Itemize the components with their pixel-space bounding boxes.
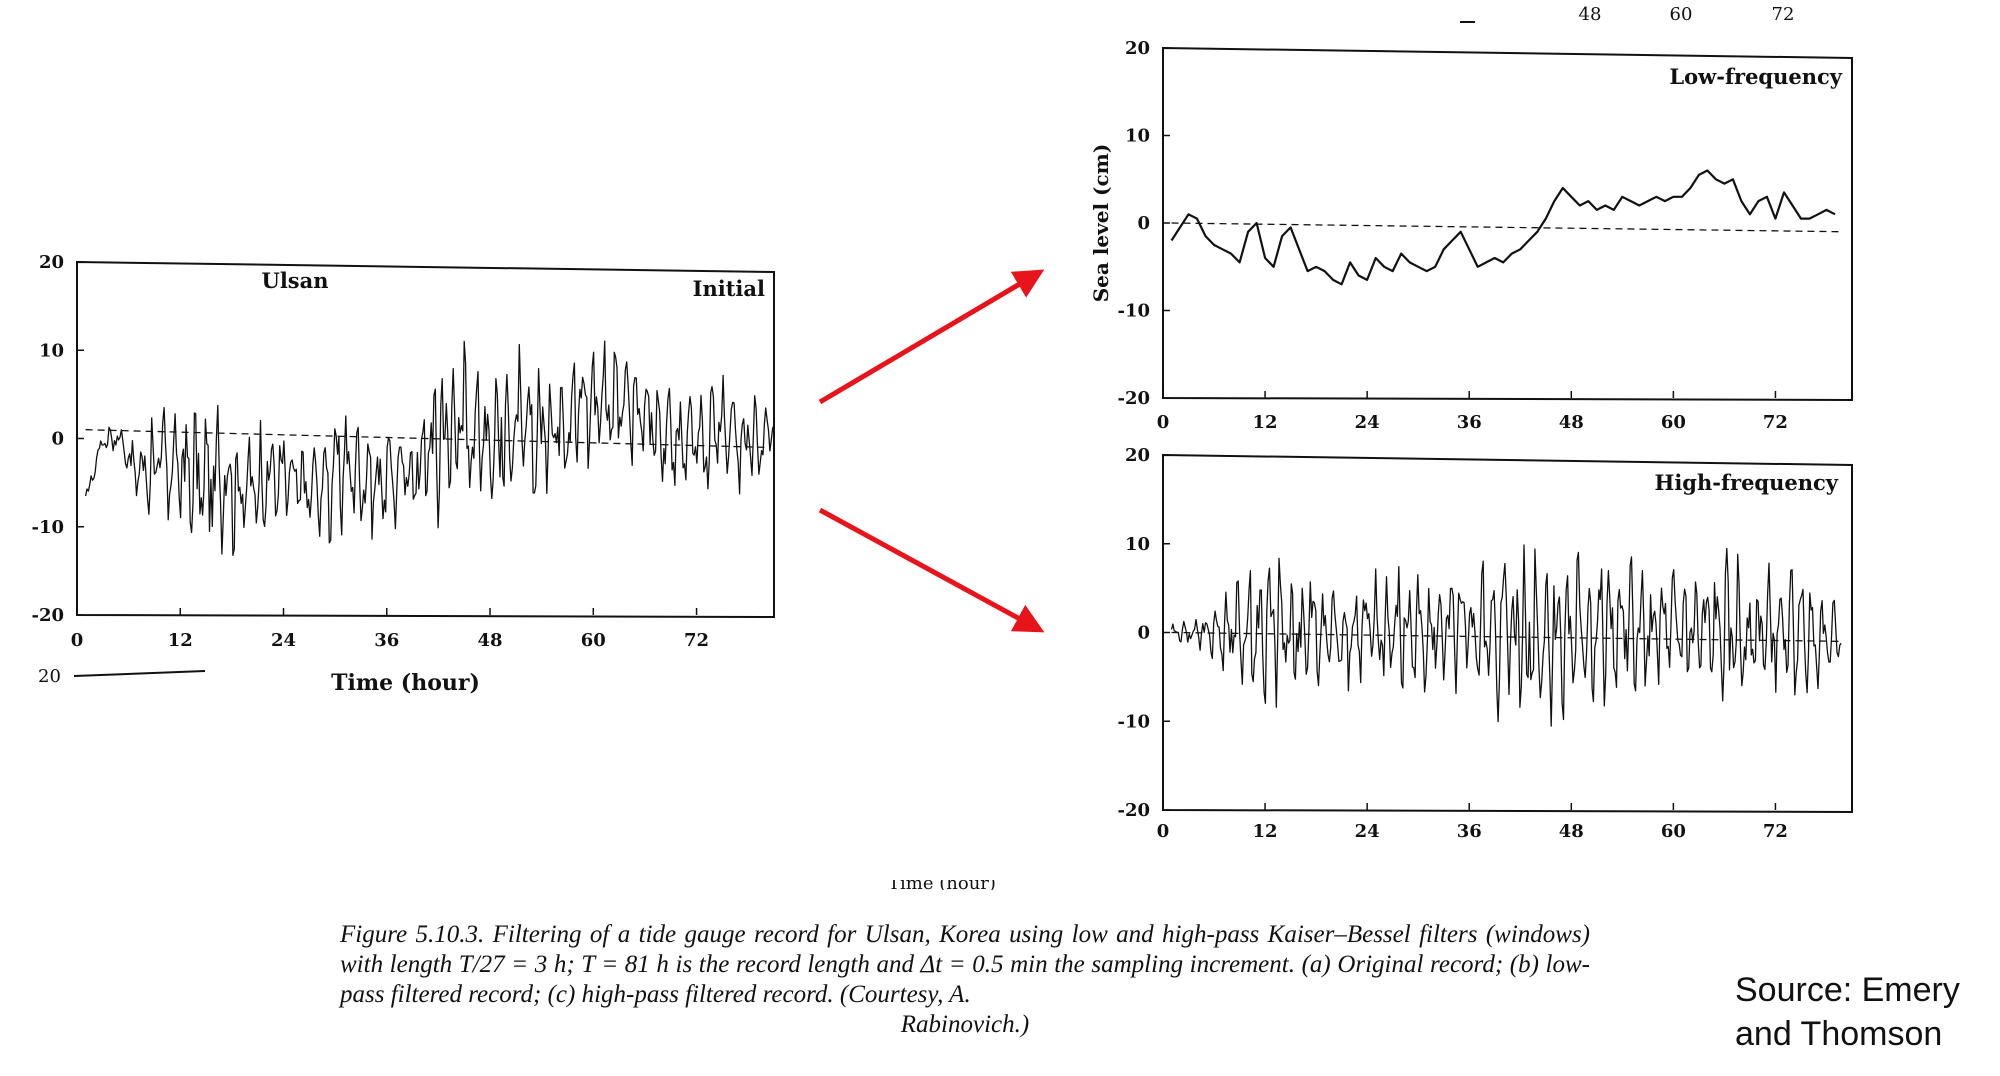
sea-level-series-line (1170, 169, 1836, 286)
x-tick-label: 48 (1559, 412, 1584, 433)
caption-last-line: Rabinovich.) (900, 1011, 1030, 1038)
arrow-to-high-frequency (818, 507, 1045, 633)
sea-level-series-line (1170, 544, 1842, 727)
y-tick-label: -10 (1117, 301, 1150, 322)
panel-label: Low-frequency (1669, 64, 1842, 89)
zero-reference-line (1171, 222, 1844, 233)
x-tick-label: 60 (1661, 821, 1686, 842)
x-tick-label: 0 (1157, 412, 1170, 433)
figure-caption: Figure 5.10.3. Filtering of a tide gauge… (340, 920, 1590, 1040)
panel-label: Ulsan (262, 268, 329, 293)
low-frequency-chart: 20 10 0 -10 -20 0 12 24 36 48 60 72 Low-frequency Sea… (1089, 38, 1853, 433)
x-tick-label: 36 (1457, 821, 1482, 842)
y-tick-label: 10 (1125, 534, 1150, 555)
sea-level-series-line (84, 340, 775, 557)
x-tick-label: 72 (684, 630, 709, 651)
source-line-2: and Thomson (1735, 1015, 1943, 1053)
x-tick-label: 12 (1253, 412, 1278, 433)
plot-frame (76, 260, 775, 619)
y-tick-label: 20 (1125, 445, 1150, 466)
x-tick-label: 60 (1661, 412, 1686, 433)
cut-xlabel: Time (hour) (888, 873, 996, 894)
y-tick-label: -10 (31, 517, 64, 538)
high-frequency-chart: 20 10 0 -10 -20 0 12 24 36 48 60 72 High-frequency (1117, 445, 1853, 842)
right-crop-fragment: Time (hour) (888, 873, 996, 894)
top-fragment-tick: 60 (1670, 4, 1693, 25)
y-tick-label: 0 (1137, 623, 1150, 644)
cut-tick-label: 20 (38, 666, 61, 687)
plot-frame (1162, 453, 1853, 814)
left-crop-fragment: 20 (38, 666, 206, 687)
x-tick-label: 60 (581, 630, 606, 651)
top-fragment-tick: 72 (1772, 4, 1795, 25)
y-axis-label: Sea level (cm) (1089, 144, 1113, 303)
y-tick-label: 10 (1125, 126, 1150, 147)
y-tick-label: 0 (1137, 213, 1150, 234)
x-tick-label: 36 (374, 630, 399, 651)
x-tick-label: 36 (1457, 412, 1482, 433)
x-tick-label: 12 (168, 630, 193, 651)
x-tick-label: 72 (1763, 412, 1788, 433)
y-tick-label: -20 (1117, 388, 1150, 409)
y-tick-label: 10 (39, 340, 64, 361)
panel-label: High-frequency (1654, 470, 1838, 495)
x-tick-label: 48 (478, 630, 503, 651)
x-tick-label: 0 (71, 630, 84, 651)
y-tick-label: -10 (1117, 711, 1150, 732)
original-record-chart: 20 10 0 -10 -20 0 12 24 36 48 60 72 Ulsan Initial Time… (31, 252, 775, 696)
source-line-1: Source: Emery (1735, 971, 1960, 1009)
zero-reference-line (85, 429, 766, 448)
plot-frame (1162, 46, 1853, 402)
x-tick-label: 24 (1355, 412, 1380, 433)
x-tick-label: 24 (1355, 821, 1380, 842)
panel-label: Initial (693, 276, 765, 301)
y-tick-label: -20 (31, 605, 64, 626)
arrow-to-low-frequency (818, 269, 1045, 405)
y-tick-label: -20 (1117, 800, 1150, 821)
x-tick-label: 48 (1559, 821, 1584, 842)
top-fragment-tick: 48 (1579, 4, 1602, 25)
x-tick-label: 12 (1253, 821, 1278, 842)
x-tick-label: 72 (1763, 821, 1788, 842)
y-tick-label: 20 (1125, 38, 1150, 59)
top-crop-fragment: 48 60 72 (1460, 4, 1794, 25)
x-tick-label: 0 (1157, 821, 1170, 842)
y-tick-label: 20 (39, 252, 64, 273)
y-tick-label: 0 (51, 429, 64, 450)
source-credit: Source: Emery and Thomson (1735, 968, 1975, 1056)
x-axis-label: Time (hour) (331, 670, 480, 696)
x-tick-label: 24 (271, 630, 296, 651)
caption-text: Figure 5.10.3. Filtering of a tide gauge… (340, 921, 1590, 1008)
